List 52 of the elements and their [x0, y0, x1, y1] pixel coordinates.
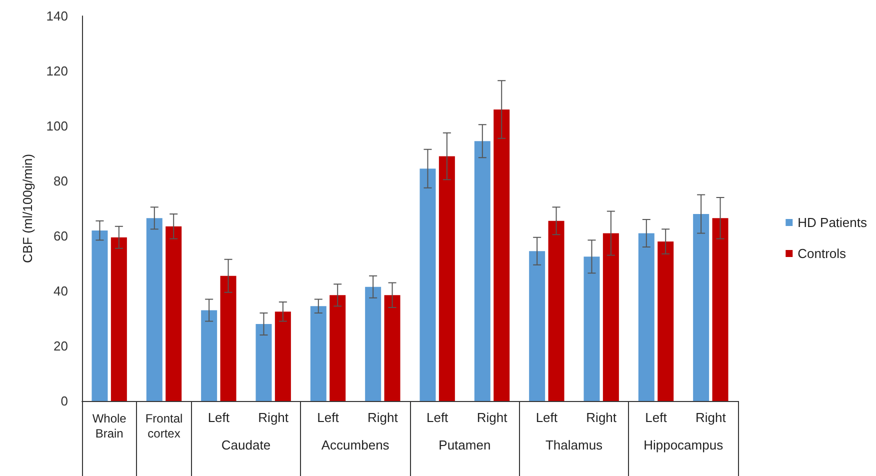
y-tick-label: 60	[54, 228, 68, 244]
bar	[494, 110, 510, 401]
bar	[384, 295, 400, 401]
bar	[693, 214, 710, 401]
text: Caudate	[221, 438, 271, 452]
bar	[110, 237, 127, 401]
x-tick-label: Left	[208, 410, 230, 425]
y-tick-label: 140	[46, 8, 68, 24]
bar	[201, 310, 218, 401]
text: Putamen	[438, 438, 491, 452]
y-tick-label: 80	[54, 174, 68, 188]
bar	[330, 295, 346, 401]
x-tick-label: Left	[536, 410, 558, 425]
text: Thalamus	[545, 438, 604, 452]
bar	[638, 233, 654, 401]
bar	[658, 242, 674, 401]
x-tick-label: Whole Brain	[92, 412, 127, 440]
bar	[146, 218, 162, 401]
bar	[584, 256, 600, 401]
x-tick-label: Right	[367, 410, 398, 425]
y-tick-label: 100	[46, 118, 68, 134]
y-tick-label: 40	[54, 284, 68, 298]
bar	[438, 156, 455, 401]
bar	[166, 226, 182, 401]
x-tick-label: Left	[426, 410, 449, 425]
x-tick-label: Right	[586, 410, 617, 425]
x-tick-label: Frontal cortex	[145, 412, 183, 440]
x-tick-label: Left	[645, 410, 668, 425]
bar	[548, 220, 564, 401]
bar	[529, 251, 546, 401]
legend-label: HD Patients	[798, 215, 868, 230]
bar	[274, 312, 291, 401]
bar	[420, 168, 436, 401]
bar	[256, 324, 272, 401]
text: Hippocampus	[644, 438, 724, 452]
bar	[602, 233, 619, 401]
x-tick-label: Right	[695, 410, 726, 425]
x-tick-label: Left	[317, 410, 340, 425]
y-tick-label: 0	[60, 394, 68, 408]
text: Accumbens	[321, 438, 390, 452]
x-tick-label: Right	[258, 410, 289, 425]
y-tick-label: 20	[54, 338, 68, 354]
x-tick-label: Right	[476, 410, 508, 425]
y-tick-label: 120	[46, 64, 68, 78]
bar	[474, 141, 490, 401]
bar	[92, 230, 108, 401]
bar	[712, 218, 728, 401]
y-axis-title: CBF (ml/100g/min)	[20, 154, 35, 264]
bar	[310, 306, 326, 401]
bar	[220, 276, 236, 401]
legend-label: Controls	[798, 246, 847, 261]
bar	[365, 286, 382, 401]
